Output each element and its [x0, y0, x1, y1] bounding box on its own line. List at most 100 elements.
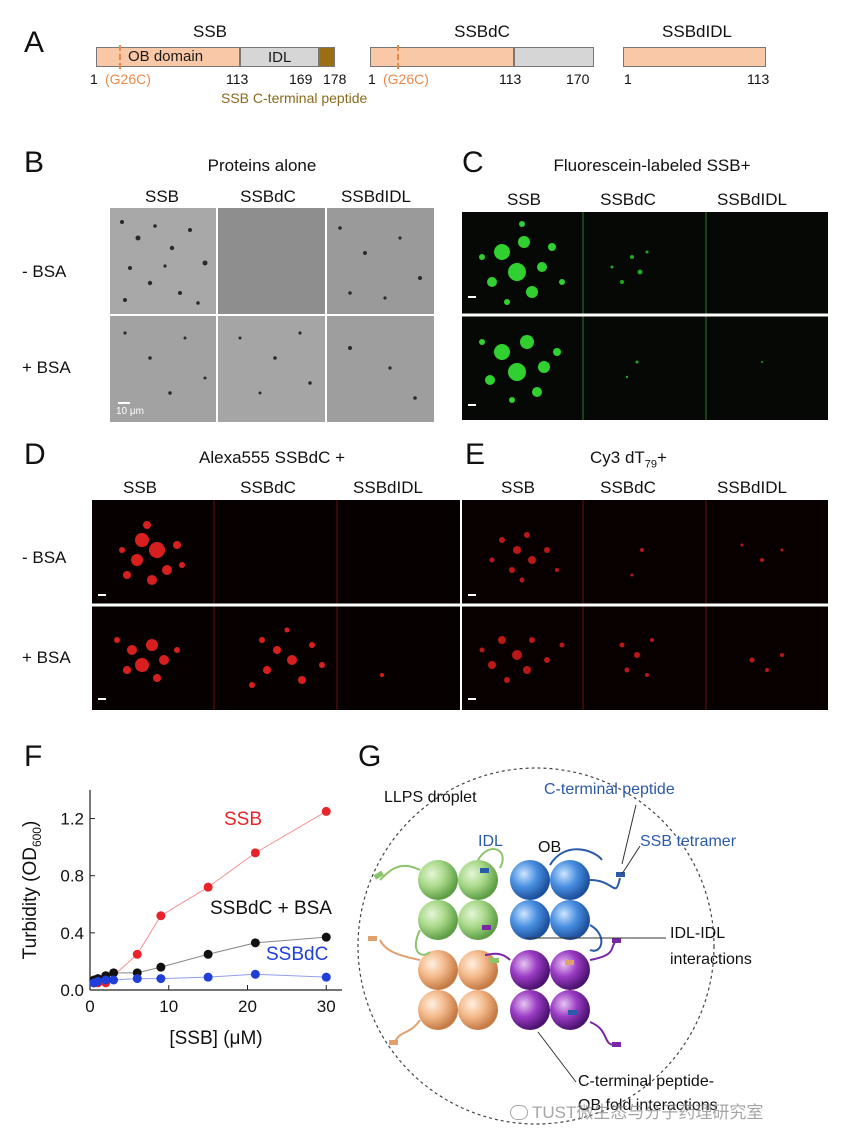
- scale-bar-d1: [98, 594, 106, 596]
- alexa555-grid: [92, 500, 460, 710]
- panel-letter-e: E: [465, 438, 486, 471]
- panel-c-title: Fluorescein-labeled SSB+: [553, 156, 751, 175]
- panel-b-title: Proteins alone: [207, 156, 317, 175]
- tick-113: 113: [226, 71, 249, 87]
- panel-d-title: Alexa555 SSBdC +: [198, 448, 346, 467]
- llps-diagram: LLPS droplet C-terminal peptide IDL OB S…: [357, 767, 752, 1125]
- cterm-ob-label-1: C-terminal peptide-: [578, 1073, 714, 1090]
- c-terminal-peptide-bar: [319, 47, 335, 67]
- idl-label: IDL: [268, 49, 292, 66]
- panel-letter-a: A: [24, 26, 45, 59]
- series-label: SSBdC: [266, 944, 328, 965]
- x-tick-label: 10: [159, 997, 178, 1016]
- y-tick-label: 1.2: [60, 810, 84, 829]
- panel-c-col-ssbdc: SSBdC: [600, 190, 656, 209]
- data-point: [250, 848, 260, 858]
- ob-domain-bar-3: [623, 47, 766, 67]
- brightfield-grid: [110, 208, 434, 422]
- scale-bar-d2: [98, 698, 106, 700]
- series-label: SSBdC + BSA: [210, 898, 332, 919]
- llps-droplet-outline: [357, 767, 715, 1125]
- panel-letter-b: B: [24, 146, 45, 179]
- ob-domain-bar: [96, 47, 240, 67]
- data-point: [93, 976, 103, 986]
- panel-e-col-ssb: SSB: [500, 478, 536, 497]
- panel-d-col-ssbdc: SSBdC: [240, 478, 296, 497]
- panel-e-title: Cy3 dT79+: [590, 448, 667, 471]
- panel-b-col-ssbdidl: SSBdIDL: [341, 187, 411, 206]
- cterm-arrow: [621, 804, 637, 865]
- idl-idl-label-1: IDL-IDL: [670, 925, 725, 942]
- data-point: [101, 975, 111, 985]
- data-point: [250, 938, 260, 948]
- scale-bar-e1: [468, 594, 476, 596]
- fluorescein-grid: [462, 212, 828, 420]
- tick-1-b: 1: [368, 71, 376, 87]
- construct-ssbdidl-title: SSBdIDL: [662, 22, 732, 41]
- tick-113-c: 113: [747, 71, 770, 87]
- data-point: [132, 974, 142, 984]
- tick-1: 1: [90, 71, 98, 87]
- y-tick-label: 0.4: [60, 924, 84, 943]
- construct-ssbdc-title: SSBdC: [454, 22, 510, 41]
- data-point: [203, 972, 213, 982]
- tick-1-c: 1: [624, 71, 632, 87]
- wechat-icon: [510, 1105, 528, 1120]
- mutation-label-2: (G26C): [383, 71, 429, 87]
- panel-b-col-ssbdc: SSBdC: [240, 187, 296, 206]
- panel-e-col-ssbdc: SSBdC: [600, 478, 656, 497]
- y-tick-label: 0.0: [60, 981, 84, 1000]
- panel-letter-d: D: [24, 438, 46, 471]
- mutation-marker-2: [397, 45, 399, 69]
- idl-bar-2: [514, 47, 594, 67]
- x-axis-title: [SSB] (μM): [169, 1028, 262, 1049]
- panel-letter-c: C: [462, 146, 484, 179]
- panel-d-row-minus-bsa: - BSA: [22, 548, 67, 567]
- mutation-label: (G26C): [105, 71, 151, 87]
- panel-letter-g: G: [358, 740, 382, 773]
- data-point: [156, 974, 166, 984]
- idl-idl-label-2: interactions: [670, 951, 752, 968]
- panel-e-col-ssbdidl: SSBdIDL: [717, 478, 787, 497]
- ssb-tetramer-label: SSB tetramer: [640, 833, 737, 850]
- orange-tetramer: [418, 950, 498, 1030]
- y-axis-title: Turbidity (OD600): [20, 821, 44, 960]
- panel-b-row-minus-bsa: - BSA: [22, 262, 67, 281]
- ob-label: OB: [538, 839, 561, 856]
- purple-tetramer: [510, 950, 590, 1030]
- ob-domain-bar-2: [370, 47, 514, 67]
- scale-bar-c2: [468, 404, 476, 406]
- tick-113-b: 113: [499, 71, 522, 87]
- panel-letter-f: F: [24, 740, 43, 773]
- blue-tetramer: [510, 860, 590, 940]
- x-tick-label: 0: [85, 997, 94, 1016]
- data-point: [203, 882, 213, 892]
- series-label: SSB: [224, 809, 262, 830]
- llps-droplet-label: LLPS droplet: [384, 789, 477, 806]
- cy3-grid: [462, 500, 828, 710]
- data-point: [156, 911, 166, 921]
- panel-b-col-ssb: SSB: [144, 187, 180, 206]
- tick-170: 170: [566, 71, 590, 87]
- idl-bar: [240, 47, 319, 67]
- tetramer-arrow: [621, 845, 641, 875]
- panel-d-row-plus-bsa: + BSA: [22, 648, 71, 667]
- data-point: [132, 949, 142, 959]
- idl-label-g: IDL: [478, 833, 503, 850]
- scale-bar-e2: [468, 698, 476, 700]
- data-point: [250, 969, 260, 979]
- data-point: [109, 968, 119, 978]
- data-point: [321, 806, 331, 816]
- panel-d-col-ssb: SSB: [122, 478, 158, 497]
- watermark: TUST微生态与分子药理研究室: [510, 1098, 763, 1123]
- x-tick-label: 20: [238, 997, 257, 1016]
- panel-c-col-ssb: SSB: [506, 190, 542, 209]
- tick-169: 169: [289, 71, 313, 87]
- turbidity-chart: 0 10 20 30 0.0 0.4 0.8 1.2 [SSB] (μM) Turbidity (…: [20, 790, 342, 1049]
- panel-d-col-ssbdidl: SSBdIDL: [353, 478, 423, 497]
- data-point: [203, 949, 213, 959]
- data-point: [321, 932, 331, 942]
- cterm-ob-label-2: OB fold interactions: [578, 1097, 718, 1114]
- tick-178: 178: [323, 71, 347, 87]
- cterm-ob-arrow: [537, 1031, 577, 1083]
